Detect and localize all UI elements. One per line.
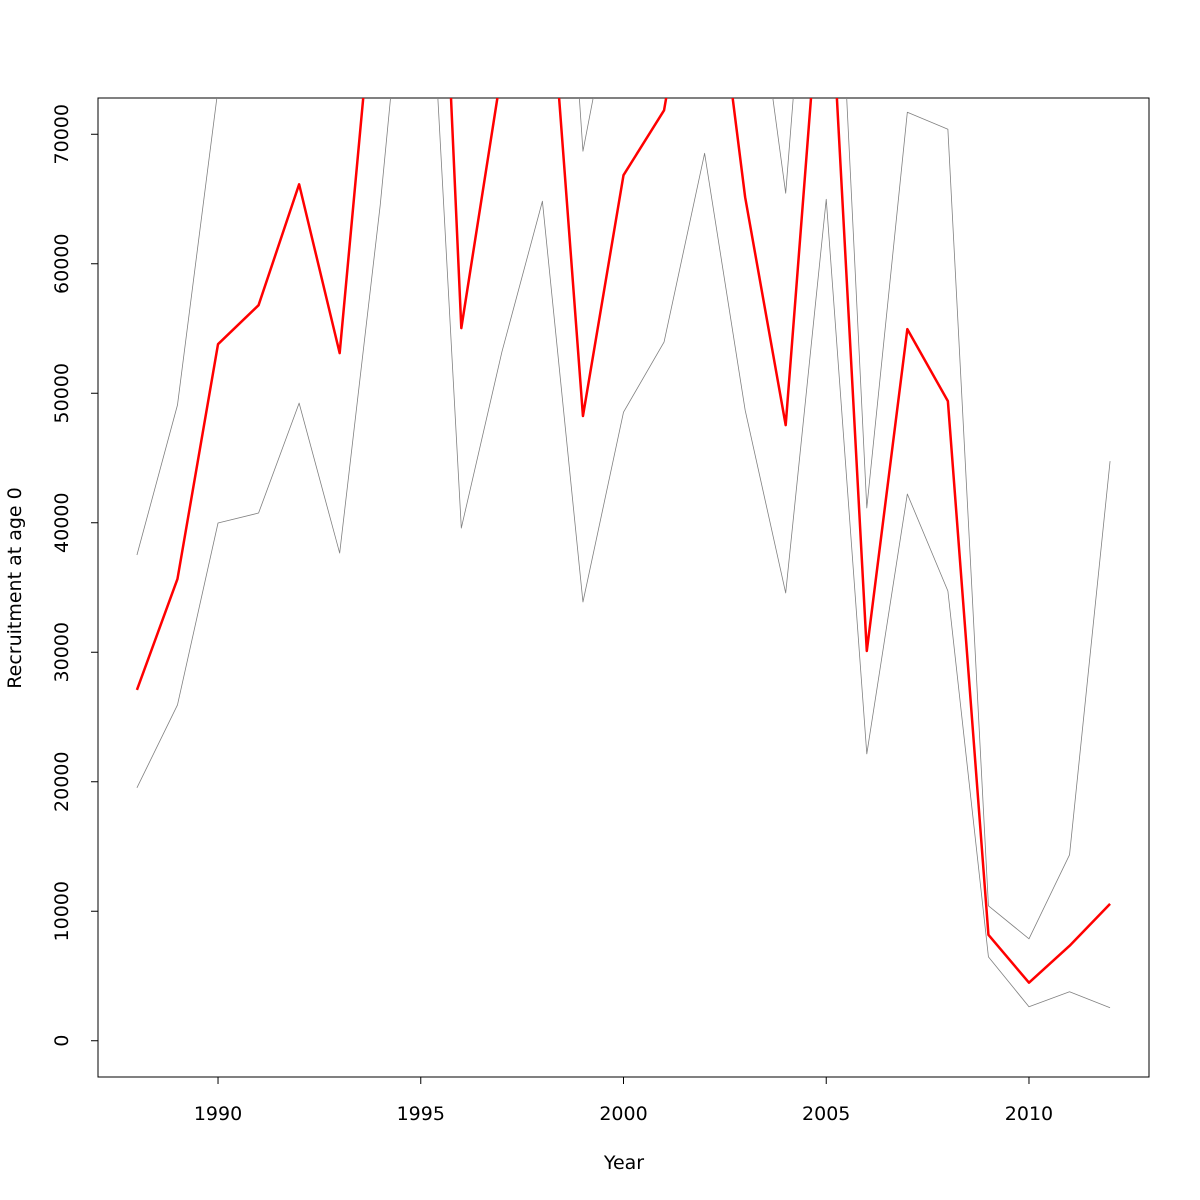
y-tick-label: 60000 bbox=[51, 234, 73, 294]
series-line bbox=[136, 98, 1111, 1009]
plot-box bbox=[97, 97, 1150, 1078]
y-tick-label: 40000 bbox=[51, 493, 73, 553]
x-tick-label: 2000 bbox=[599, 1103, 647, 1125]
x-tick-label: 1990 bbox=[194, 1103, 242, 1125]
x-tick-label: 1995 bbox=[397, 1103, 445, 1125]
x-tick-label: 2005 bbox=[802, 1103, 850, 1125]
x-tick-label: 2010 bbox=[1005, 1103, 1053, 1125]
lines bbox=[135, 98, 1111, 1009]
y-axis-label: Recruitment at age 0 bbox=[4, 487, 26, 688]
series-line bbox=[136, 98, 1111, 940]
y-tick-label: 50000 bbox=[51, 363, 73, 423]
series-line bbox=[135, 98, 1111, 984]
x-axis-label: Year bbox=[603, 1152, 644, 1174]
y-tick-label: 10000 bbox=[51, 881, 73, 941]
y-tick-label: 30000 bbox=[51, 622, 73, 682]
y-tick-label: 20000 bbox=[51, 752, 73, 812]
y-tick-label: 0 bbox=[51, 1035, 73, 1047]
y-tick-label: 70000 bbox=[51, 104, 73, 164]
